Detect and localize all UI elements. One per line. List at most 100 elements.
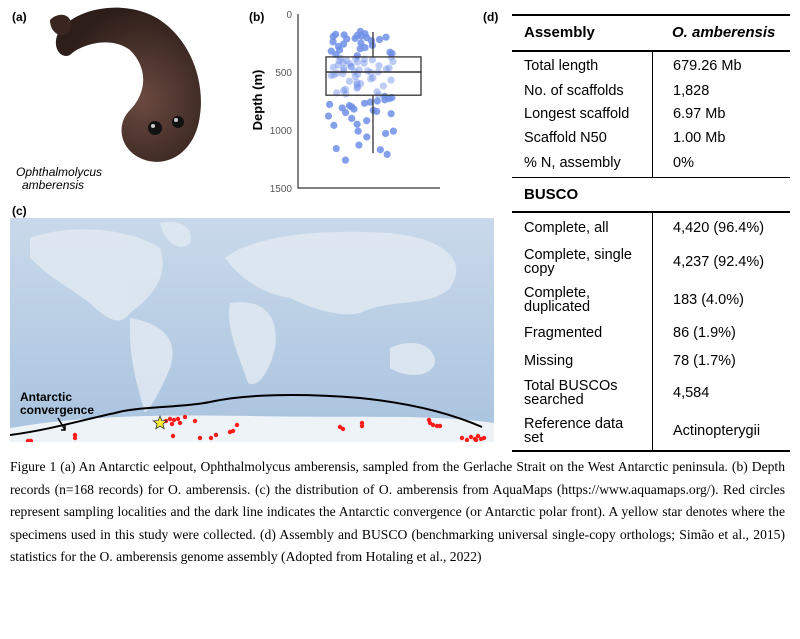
depth-point	[353, 81, 361, 89]
depth-point	[351, 34, 359, 42]
table-row: Complete, single copy 4,237 (92.4%)	[512, 242, 790, 281]
table-row: Total BUSCOs searched 4,584	[512, 374, 790, 412]
depth-point	[343, 35, 351, 43]
table-row: Complete, all 4,420 (96.4%)	[512, 213, 790, 242]
panel-label-b: (b)	[249, 10, 265, 24]
sampling-locality	[208, 435, 214, 441]
depth-point	[373, 88, 381, 96]
panel-label-c: (c)	[12, 204, 27, 218]
depth-point	[373, 107, 381, 116]
depth-point	[341, 156, 350, 164]
depth-point	[388, 49, 396, 58]
depth-point	[360, 59, 368, 67]
depth-point	[367, 75, 375, 83]
depth-point	[382, 33, 390, 41]
depth-point	[360, 99, 369, 107]
busco-header: BUSCO	[512, 177, 790, 213]
antarctica	[10, 415, 494, 442]
sampling-locality	[473, 437, 479, 442]
sampling-locality	[169, 421, 175, 427]
depth-point	[375, 35, 384, 44]
depth-point	[355, 141, 363, 149]
sampling-locality	[481, 435, 487, 441]
table-row: Fragmented 86 (1.9%)	[512, 319, 790, 347]
depth-point	[351, 73, 359, 81]
depth-point	[383, 150, 391, 158]
depth-point	[345, 77, 354, 85]
depth-point	[329, 38, 337, 46]
depth-point	[353, 84, 361, 92]
species-caption: Ophthalmolycus amberensis	[16, 166, 102, 192]
sampling-locality	[459, 435, 465, 441]
y-tick-label: 500	[275, 68, 292, 79]
depth-point	[381, 129, 390, 138]
depth-point	[354, 83, 362, 91]
row-value: 78 (1.7%)	[652, 347, 790, 374]
sampling-locality	[182, 414, 188, 420]
row-value: Actinopterygii	[652, 412, 790, 450]
star-icon	[152, 414, 168, 430]
depth-point	[346, 60, 354, 68]
sampling-locality	[167, 416, 173, 422]
iqr-box	[325, 56, 422, 96]
sampling-locality	[197, 435, 203, 441]
row-value: 4,420 (96.4%)	[652, 213, 790, 242]
depth-point	[330, 121, 338, 129]
row-label: Missing	[524, 352, 574, 369]
depth-point	[342, 56, 351, 64]
row-value: 6.97 Mb	[652, 102, 790, 126]
assembly-table: Assembly O. amberensis Total length 679.2…	[512, 14, 790, 452]
sampling-locality	[359, 423, 365, 429]
depth-point	[354, 127, 362, 135]
depth-point	[373, 97, 381, 105]
caption-line: amberensis	[22, 178, 85, 192]
depth-point	[342, 90, 350, 98]
sampling-locality	[192, 418, 198, 424]
convergence-line	[10, 394, 483, 436]
header-assembly: Assembly	[524, 24, 595, 41]
depth-point	[387, 110, 395, 118]
depth-point	[369, 74, 377, 82]
depth-point	[375, 62, 383, 70]
axes	[297, 14, 440, 189]
table-row: Scaffold N50 1.00 Mb	[512, 126, 790, 149]
row-label: Complete, duplicated	[524, 285, 591, 315]
depth-point	[334, 61, 342, 69]
header-species: O. amberensis	[672, 24, 776, 41]
sampling-locality	[28, 438, 34, 442]
table-row: Missing 78 (1.7%)	[512, 347, 790, 374]
sampling-locality	[177, 420, 183, 426]
row-value: 679.26 Mb	[652, 52, 790, 80]
row-label: Longest scaffold	[524, 106, 630, 122]
row-value: 1,828	[652, 80, 790, 102]
row-label: Fragmented	[524, 325, 603, 341]
depth-point	[335, 57, 343, 65]
depth-point	[353, 120, 361, 128]
table-row: % N, assembly 0%	[512, 149, 790, 177]
row-value: 183 (4.0%)	[652, 281, 790, 319]
continents	[30, 221, 457, 413]
caption-line: Ophthalmolycus	[16, 165, 103, 179]
depth-point	[348, 114, 356, 122]
row-label: Total length	[524, 58, 599, 74]
depth-point	[350, 105, 358, 113]
annotation-line: convergence	[20, 403, 94, 417]
row-value: 4,584	[652, 374, 790, 412]
arrow-icon	[57, 417, 66, 431]
sampling-locality	[171, 417, 177, 423]
depth-point	[340, 86, 348, 95]
depth-point	[342, 109, 350, 117]
depth-point	[363, 117, 371, 125]
depth-point	[385, 64, 393, 72]
table-header: Assembly O. amberensis	[512, 14, 790, 52]
figure-caption: Figure 1 (a) An Antarctic eelpout, Ophth…	[10, 459, 785, 564]
depth-point	[363, 133, 371, 141]
row-value: 86 (1.9%)	[652, 319, 790, 347]
sampling-locality	[72, 435, 78, 441]
depth-point	[356, 45, 364, 53]
sampling-locality	[340, 426, 346, 432]
row-label: No. of scaffolds	[524, 83, 624, 99]
depth-point	[347, 63, 355, 71]
row-value: 4,237 (92.4%)	[652, 242, 790, 281]
table-row: No. of scaffolds 1,828	[512, 80, 790, 102]
